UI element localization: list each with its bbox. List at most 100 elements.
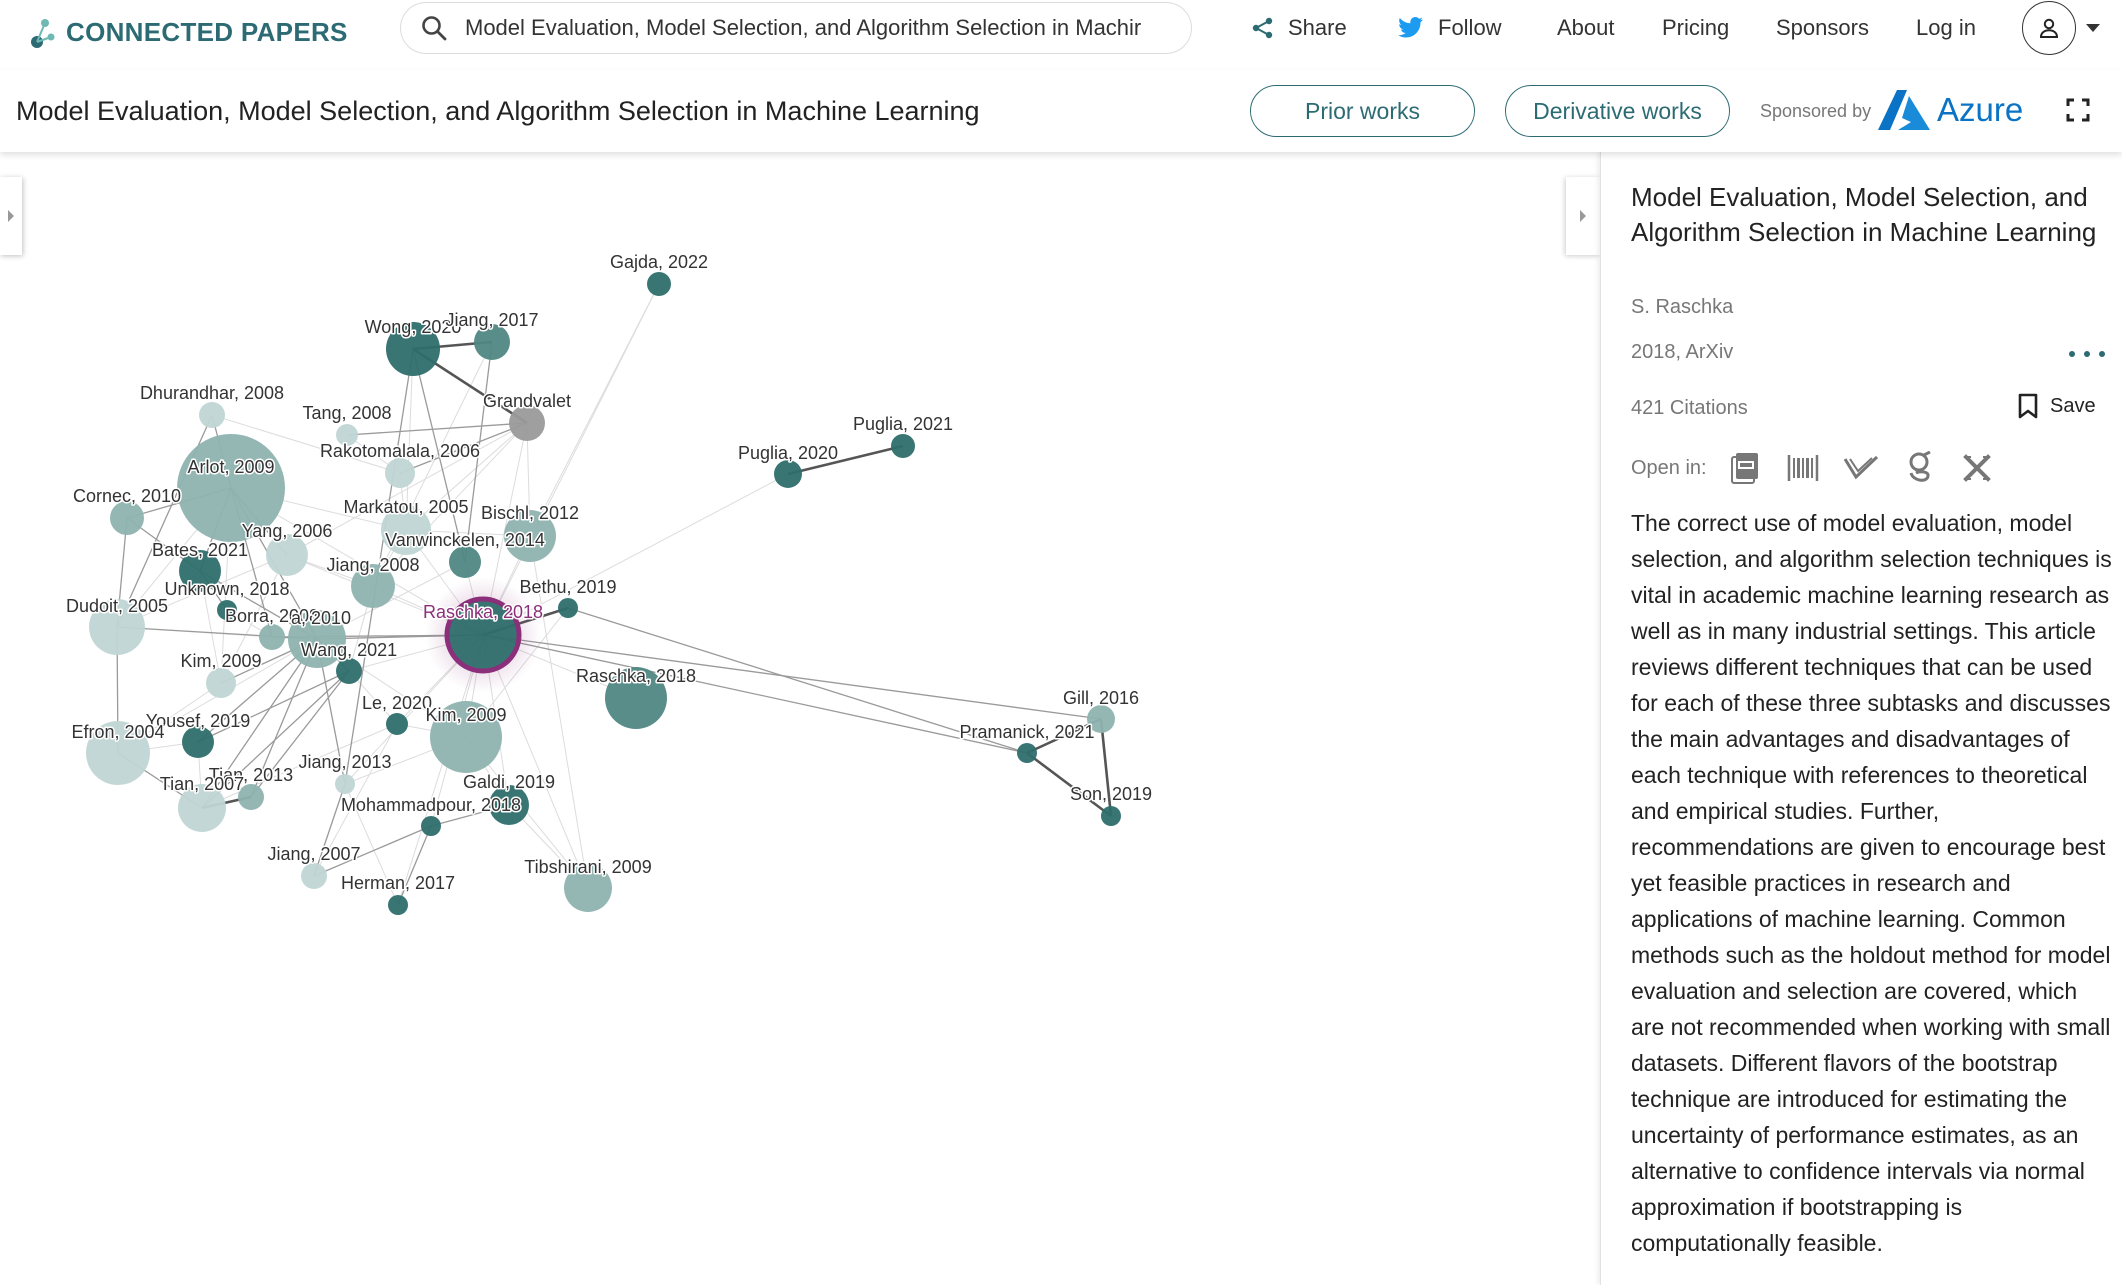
paper-node-label[interactable]: Bethu, 2019 bbox=[518, 576, 618, 599]
search-box[interactable] bbox=[400, 2, 1192, 54]
paper-node-label[interactable]: Tang, 2008 bbox=[301, 402, 393, 425]
paper-node-label[interactable]: Kim, 2009 bbox=[179, 650, 263, 673]
login-link[interactable]: Log in bbox=[1916, 13, 1976, 43]
follow-button[interactable]: Follow bbox=[1398, 13, 1502, 43]
paper-node[interactable] bbox=[199, 402, 225, 428]
paper-node-label[interactable]: Arlot, 2009 bbox=[186, 456, 276, 479]
arxiv-icon[interactable] bbox=[1957, 448, 1997, 488]
paper-node[interactable] bbox=[489, 785, 529, 825]
paper-node-label[interactable]: Dhurandhar, 2008 bbox=[138, 382, 285, 405]
paper-node-label[interactable]: Rakotomalala, 2006 bbox=[318, 440, 481, 463]
paper-node-label[interactable]: Pramanick, 2021 bbox=[958, 721, 1096, 744]
paper-node-label[interactable]: Efron, 2004 bbox=[70, 721, 166, 744]
paper-node[interactable] bbox=[891, 434, 915, 458]
azure-sponsor-logo[interactable]: Azure bbox=[1877, 88, 2023, 132]
save-button[interactable]: Save bbox=[2018, 393, 2096, 419]
more-options-icon[interactable] bbox=[2069, 344, 2105, 364]
paper-node[interactable] bbox=[381, 505, 431, 555]
right-panel-toggle[interactable] bbox=[1566, 177, 1600, 255]
pdf-icon[interactable] bbox=[1725, 448, 1765, 488]
semantic-scholar-icon[interactable] bbox=[1841, 448, 1881, 488]
fullscreen-button[interactable] bbox=[2060, 92, 2096, 128]
paper-node[interactable] bbox=[351, 564, 395, 608]
paper-node-label[interactable]: Jiang, 2008 bbox=[325, 554, 421, 577]
paper-node[interactable] bbox=[179, 550, 221, 592]
sponsors-link[interactable]: Sponsors bbox=[1776, 13, 1869, 43]
paper-node[interactable] bbox=[89, 599, 145, 655]
paper-node[interactable] bbox=[178, 784, 226, 832]
barcode-icon[interactable] bbox=[1783, 448, 1823, 488]
paper-node[interactable] bbox=[449, 546, 481, 578]
search-input[interactable] bbox=[465, 15, 1155, 41]
prior-works-button[interactable]: Prior works bbox=[1250, 85, 1475, 137]
about-link[interactable]: About bbox=[1557, 13, 1615, 43]
paper-node[interactable] bbox=[509, 405, 545, 441]
paper-node[interactable] bbox=[182, 726, 214, 758]
origin-paper-node[interactable] bbox=[444, 596, 522, 674]
paper-node-label[interactable]: Gill, 2016 bbox=[1061, 687, 1140, 710]
paper-node-label[interactable]: Son, 2019 bbox=[1068, 783, 1153, 806]
logo[interactable]: CONNECTED PAPERS bbox=[30, 10, 348, 54]
paper-node[interactable] bbox=[259, 624, 285, 650]
paper-node[interactable] bbox=[385, 458, 415, 488]
google-scholar-icon[interactable] bbox=[1899, 448, 1939, 488]
paper-node-label[interactable]: Jiang, 2007 bbox=[266, 843, 362, 866]
paper-node[interactable] bbox=[474, 324, 510, 360]
paper-node-label[interactable]: Tibshirani, 2009 bbox=[523, 856, 653, 879]
paper-node[interactable] bbox=[1017, 743, 1037, 763]
paper-node-label[interactable]: Bates, 2021 bbox=[150, 539, 249, 562]
paper-node-label[interactable]: Jiang, 2017 bbox=[444, 309, 540, 332]
graph-canvas[interactable]: Gajda, 2022 Wong, 2020 Jiang, 2017 Grandval… bbox=[0, 152, 1600, 1285]
paper-node-label[interactable]: Wong, 2020 bbox=[363, 316, 463, 339]
paper-details-title[interactable]: Model Evaluation, Model Selection, and A… bbox=[1631, 182, 2097, 247]
paper-node[interactable] bbox=[1087, 705, 1115, 733]
paper-node[interactable] bbox=[335, 774, 355, 794]
paper-node-label[interactable]: Bischl, 2012 bbox=[479, 502, 580, 525]
left-panel-toggle[interactable] bbox=[0, 177, 22, 255]
paper-node[interactable] bbox=[86, 721, 150, 785]
paper-node-label[interactable]: Puglia, 2021 bbox=[851, 413, 954, 436]
paper-node-label[interactable]: Vanwinckelen, 2014 bbox=[384, 529, 547, 552]
paper-node-label[interactable]: Tian, 2013 bbox=[207, 764, 294, 787]
paper-node-label[interactable]: Puglia, 2020 bbox=[736, 442, 839, 465]
paper-node-label[interactable]: Cornec, 2010 bbox=[71, 485, 182, 508]
paper-node[interactable] bbox=[386, 713, 408, 735]
paper-node-label[interactable]: Yang, 2006 bbox=[240, 520, 334, 543]
paper-node[interactable] bbox=[288, 610, 346, 668]
paper-node[interactable] bbox=[336, 424, 358, 446]
paper-node-label[interactable]: Borra, 2008 bbox=[223, 605, 320, 628]
paper-node[interactable] bbox=[206, 668, 236, 698]
paper-node[interactable] bbox=[336, 658, 362, 684]
paper-node[interactable] bbox=[647, 272, 671, 296]
paper-node-label[interactable]: Galdi, 2019 bbox=[461, 771, 556, 794]
paper-node[interactable] bbox=[266, 534, 308, 576]
paper-node[interactable] bbox=[564, 864, 612, 912]
paper-node-label[interactable]: Jiang, 2013 bbox=[297, 751, 393, 774]
paper-node-label[interactable]: Gajda, 2022 bbox=[608, 251, 709, 274]
paper-node-label[interactable]: Kim, 2009 bbox=[424, 704, 508, 727]
paper-node-label[interactable]: Grandvalet bbox=[481, 390, 572, 413]
paper-node-label[interactable]: Raschka, 2018 bbox=[574, 665, 697, 688]
account-button[interactable] bbox=[2022, 1, 2076, 55]
paper-node[interactable] bbox=[386, 322, 440, 376]
paper-node-label[interactable]: Unknown, 2018 bbox=[163, 578, 291, 601]
paper-node[interactable] bbox=[301, 863, 327, 889]
share-button[interactable]: Share bbox=[1252, 13, 1347, 43]
pricing-link[interactable]: Pricing bbox=[1662, 13, 1729, 43]
paper-node[interactable] bbox=[110, 501, 144, 535]
paper-node-label[interactable]: Yousef, 2019 bbox=[144, 710, 251, 733]
paper-node[interactable] bbox=[177, 434, 285, 542]
paper-node-label[interactable]: Dudoit, 2005 bbox=[64, 595, 169, 618]
paper-node[interactable] bbox=[605, 667, 667, 729]
paper-node[interactable] bbox=[238, 784, 264, 810]
paper-node-label[interactable]: Wang, 2021 bbox=[299, 639, 398, 662]
paper-node[interactable] bbox=[430, 701, 502, 773]
paper-node[interactable] bbox=[388, 895, 408, 915]
paper-node-label[interactable]: Mohammadpour, 2018 bbox=[339, 794, 522, 817]
paper-authors[interactable]: S. Raschka bbox=[1631, 296, 1734, 318]
paper-node-label[interactable]: Le, 2020 bbox=[360, 692, 433, 715]
paper-node[interactable] bbox=[774, 460, 802, 488]
paper-node[interactable] bbox=[217, 600, 237, 620]
paper-node[interactable] bbox=[421, 816, 441, 836]
